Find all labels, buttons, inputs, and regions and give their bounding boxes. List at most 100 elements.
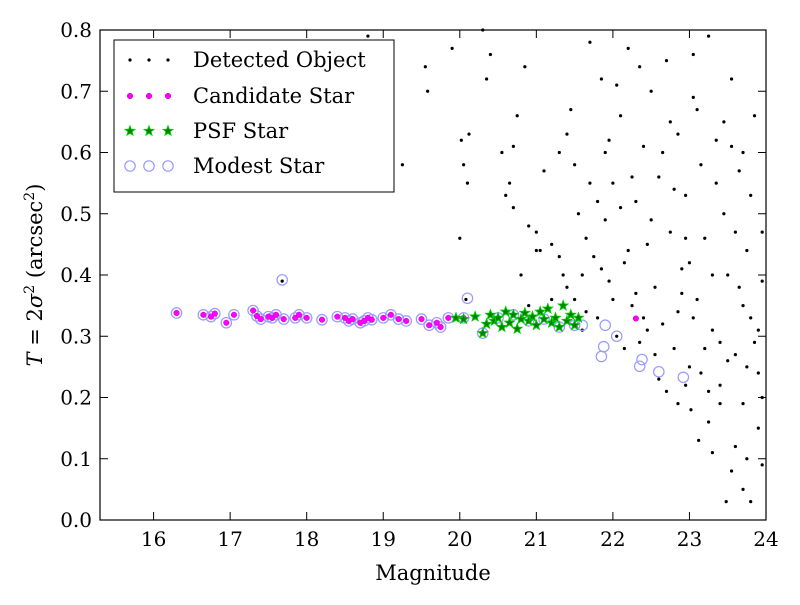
psf-star-point bbox=[556, 299, 570, 311]
detected-object-point bbox=[565, 285, 569, 289]
detected-object-point bbox=[615, 334, 619, 338]
x-tick-label: 16 bbox=[141, 527, 166, 551]
modest-star-point bbox=[400, 315, 413, 327]
x-tick-label: 20 bbox=[447, 527, 472, 551]
detected-object-point bbox=[699, 163, 703, 167]
detected-object-point bbox=[464, 297, 468, 302]
detected-object-point bbox=[706, 389, 711, 393]
psf-star-point bbox=[545, 316, 558, 329]
detected-object-point bbox=[680, 291, 684, 295]
psf-star-point bbox=[476, 326, 489, 339]
legend-swatch-detected bbox=[166, 58, 170, 62]
detected-object-point bbox=[458, 236, 462, 240]
candidate-star-point bbox=[173, 309, 180, 317]
detected-object-point bbox=[691, 52, 695, 57]
detected-object-point bbox=[729, 469, 734, 473]
detected-object-point bbox=[706, 420, 711, 424]
detected-object-point bbox=[400, 163, 404, 167]
detected-object-point bbox=[557, 255, 561, 259]
psf-star-point bbox=[553, 320, 566, 333]
ticks-layer: 16 17 18 19 20 21 22 23 24 0.0 0.1 0.2 0.3 0.4 0.5 0.6 0… bbox=[60, 18, 779, 551]
modest-star-point bbox=[431, 316, 443, 329]
detected-object-point bbox=[657, 175, 661, 179]
y-label-unit-open: (arcsec bbox=[23, 201, 47, 285]
detected-object-point bbox=[534, 230, 538, 234]
detected-object-point bbox=[618, 114, 623, 118]
detected-object-point bbox=[607, 279, 611, 283]
detected-object-point bbox=[622, 261, 626, 265]
psf-star-point bbox=[503, 316, 516, 329]
candidate-star-point bbox=[403, 317, 410, 324]
psf-star-point bbox=[468, 310, 482, 322]
detected-object-point bbox=[426, 89, 430, 93]
detected-object-point bbox=[710, 451, 715, 455]
detected-object-point bbox=[726, 273, 730, 277]
modest-star-point bbox=[392, 313, 405, 325]
detected-object-point bbox=[749, 193, 753, 197]
detected-object-point bbox=[703, 236, 707, 240]
detected-object-point bbox=[703, 346, 707, 351]
legend-label-modest: Modest Star bbox=[193, 154, 325, 178]
detected-object-point bbox=[634, 291, 638, 295]
detected-object-point bbox=[680, 267, 684, 271]
detected-object-point bbox=[550, 297, 554, 302]
candidate-star-point bbox=[445, 314, 452, 321]
psf-star-point bbox=[449, 311, 463, 324]
modest-star-point bbox=[415, 313, 428, 325]
modest-star-point bbox=[677, 371, 690, 384]
psf-star-point bbox=[480, 317, 493, 330]
y-axis-label: T = 2σ2 (arcsec2) bbox=[22, 184, 47, 367]
detected-object-point bbox=[599, 77, 604, 81]
detected-object-point bbox=[484, 77, 489, 81]
modest-star-point bbox=[251, 310, 263, 322]
psf-star-point bbox=[484, 308, 497, 321]
detected-object-point bbox=[641, 316, 646, 320]
detected-object-point bbox=[760, 230, 764, 234]
detected-object-point bbox=[760, 279, 764, 283]
modest-star-point bbox=[197, 309, 210, 321]
legend-label-detected: Detected Object bbox=[193, 48, 366, 72]
detected-object-point bbox=[504, 193, 508, 197]
candidate-star-point bbox=[380, 314, 387, 321]
modest-star-point bbox=[170, 307, 183, 319]
detected-object-point bbox=[710, 328, 715, 332]
y-tick-label: 0.1 bbox=[60, 447, 92, 471]
detected-object-point bbox=[714, 181, 718, 185]
detected-object-point bbox=[733, 230, 737, 234]
x-axis-label: Magnitude bbox=[375, 561, 491, 585]
candidate-star-point bbox=[200, 311, 207, 318]
modest-star-point bbox=[254, 313, 267, 325]
candidate-star-point bbox=[257, 316, 264, 323]
psf-star-point bbox=[511, 322, 524, 335]
psf-star-point bbox=[560, 314, 574, 327]
detected-object-point bbox=[465, 181, 470, 185]
detected-object-point bbox=[687, 365, 692, 369]
x-tick-label: 17 bbox=[217, 527, 242, 551]
detected-object-point bbox=[706, 34, 711, 38]
detected-object-point bbox=[668, 230, 672, 234]
detected-object-point bbox=[523, 65, 527, 69]
modest-star-point bbox=[300, 312, 313, 324]
detected-object-point bbox=[676, 132, 680, 136]
x-tick-label: 23 bbox=[677, 527, 702, 551]
psf-star-point bbox=[457, 312, 470, 325]
detected-object-point bbox=[745, 248, 749, 253]
detected-object-point bbox=[756, 426, 760, 430]
detected-object-point bbox=[689, 408, 693, 412]
detected-object-point bbox=[630, 175, 634, 179]
detected-object-point bbox=[657, 377, 661, 381]
detected-object-point bbox=[511, 206, 515, 210]
detected-object-point bbox=[664, 389, 669, 393]
detected-object-point bbox=[741, 402, 745, 406]
y-label-equals: = 2 bbox=[23, 308, 47, 352]
modest-star-point bbox=[276, 274, 288, 286]
detected-object-point bbox=[691, 316, 695, 320]
legend-swatch-psf bbox=[123, 124, 137, 137]
modest-star-point bbox=[633, 360, 646, 373]
detected-object-point bbox=[752, 114, 757, 118]
psf-star-point bbox=[499, 305, 512, 317]
detected-object-point bbox=[672, 187, 676, 191]
modest-star-point bbox=[423, 319, 435, 332]
y-label-unit-exponent: 2 bbox=[22, 192, 38, 201]
detected-object-point bbox=[500, 150, 504, 155]
